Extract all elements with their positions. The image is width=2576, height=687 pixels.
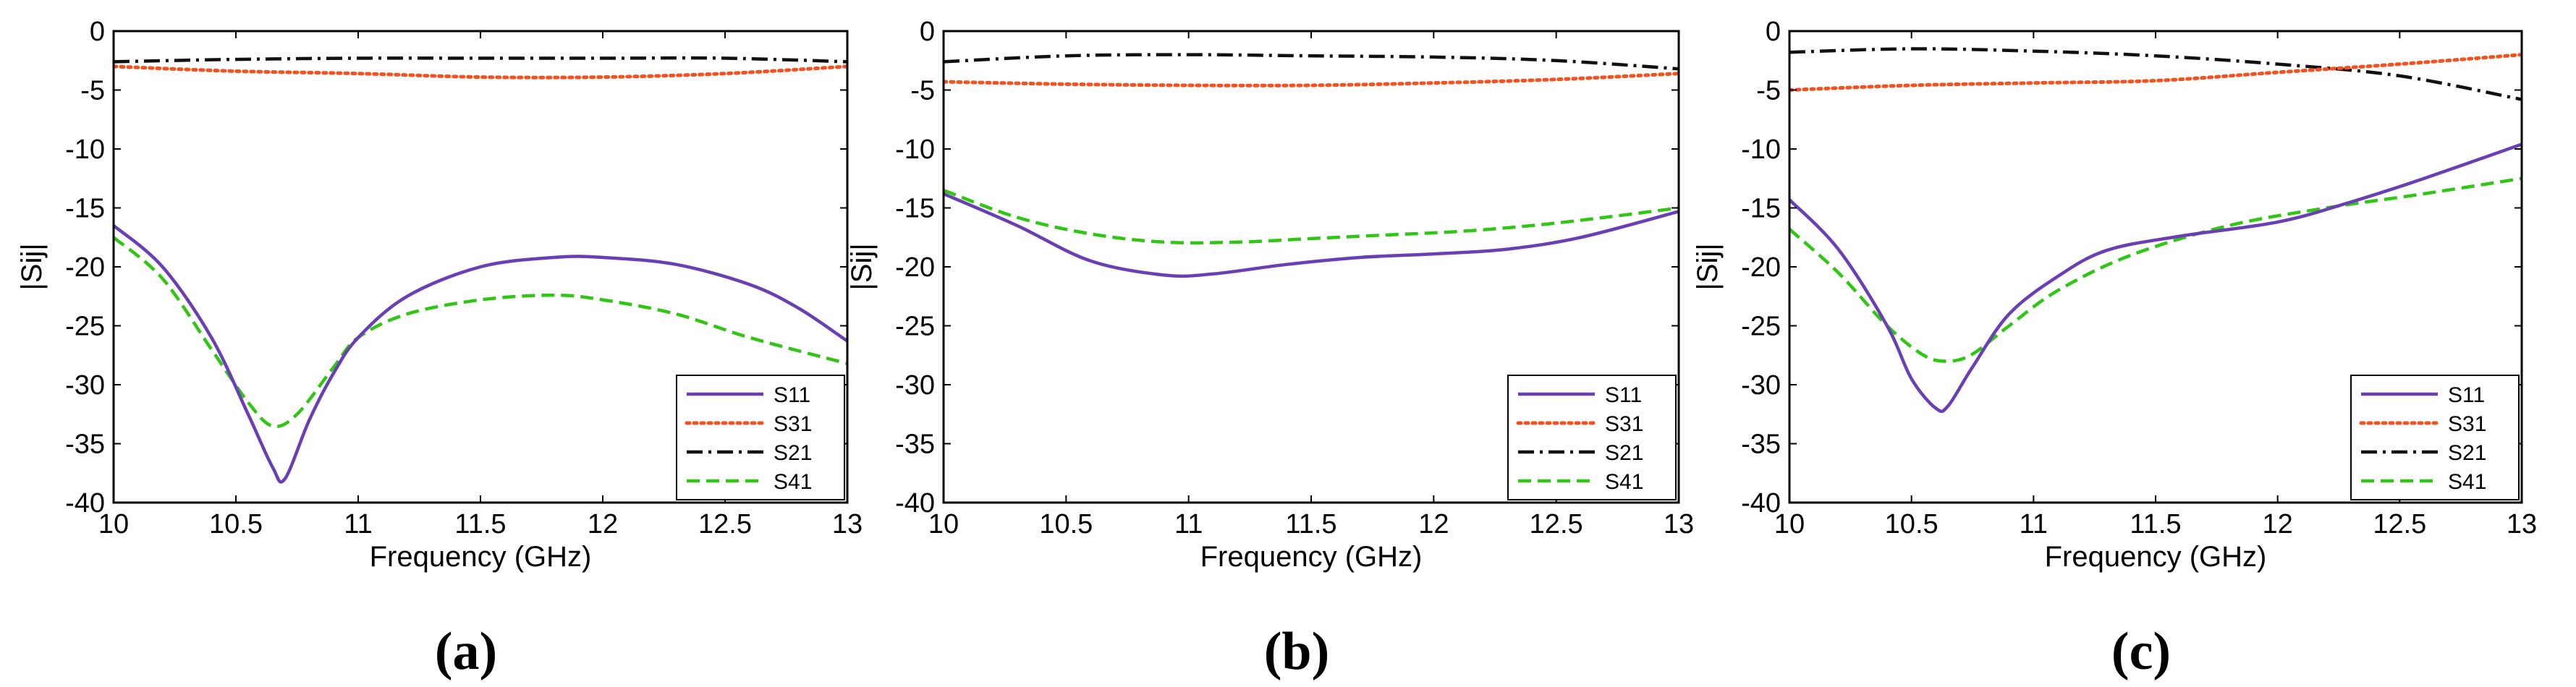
x-tick-label: 11.5 bbox=[454, 509, 506, 539]
y-tick-label: -25 bbox=[1741, 312, 1781, 342]
legend-label-s41: S41 bbox=[2448, 470, 2486, 494]
legend-label-s21: S21 bbox=[1605, 441, 1643, 465]
x-tick-label: 12 bbox=[1418, 509, 1449, 539]
y-tick-label: -5 bbox=[80, 76, 105, 106]
legend-label-s31: S31 bbox=[2448, 412, 2486, 436]
y-tick-label: -40 bbox=[65, 488, 105, 519]
series-line-s41 bbox=[944, 188, 1679, 245]
y-tick-label: -10 bbox=[1741, 135, 1781, 165]
x-tick-label: 12 bbox=[588, 509, 618, 539]
x-tick-label: 11.5 bbox=[2130, 509, 2181, 539]
x-tick-label: 13 bbox=[832, 509, 863, 539]
legend-box bbox=[676, 375, 845, 500]
series-line-s31 bbox=[1789, 53, 2522, 92]
x-axis-label: Frequency (GHz) bbox=[1200, 541, 1423, 573]
series-group bbox=[1789, 47, 2522, 414]
x-tick-label: 12.5 bbox=[698, 509, 752, 539]
y-tick-label: -25 bbox=[895, 312, 935, 342]
x-tick-label: 12.5 bbox=[1530, 509, 1583, 539]
y-tick-label: -5 bbox=[1756, 76, 1781, 106]
series-line-s21 bbox=[944, 53, 1679, 71]
x-tick-label: 11 bbox=[344, 509, 372, 539]
panel-label: (c) bbox=[2111, 622, 2171, 681]
x-tick-label: 11 bbox=[1174, 509, 1203, 539]
panels: 10 10.5 11 11.5 12 12.5 13 0 -5 -10 -15 -20 -25 -30 -3… bbox=[16, 17, 2537, 681]
series-line-s21 bbox=[1789, 47, 2522, 101]
legend-label-s11: S11 bbox=[2448, 383, 2485, 407]
series-group bbox=[114, 56, 847, 484]
panel-label: (b) bbox=[1264, 622, 1329, 681]
panel-label: (a) bbox=[435, 622, 497, 681]
chart-panel-a: 10 10.5 11 11.5 12 12.5 13 0 -5 -10 -15 -20 -25 -30 -3… bbox=[16, 17, 863, 681]
legend-label-s21: S21 bbox=[774, 441, 812, 465]
x-tick-label: 10.5 bbox=[1039, 509, 1093, 539]
y-tick-label: -40 bbox=[895, 488, 935, 519]
y-tick-label: -10 bbox=[65, 135, 105, 165]
x-axis-label: Frequency (GHz) bbox=[370, 541, 592, 573]
series-line-s31 bbox=[944, 72, 1679, 88]
series-line-s31 bbox=[114, 64, 847, 80]
legend: S11 S31 S21 S41 bbox=[676, 375, 845, 500]
legend-label-s11: S11 bbox=[774, 383, 810, 407]
y-tick-label: -35 bbox=[65, 430, 105, 460]
y-tick-label: -15 bbox=[65, 194, 105, 224]
y-tick-label: -30 bbox=[65, 370, 105, 401]
y-tick-label: -30 bbox=[895, 370, 935, 401]
x-tick-label: 13 bbox=[2507, 509, 2537, 539]
x-tick-label: 10.5 bbox=[209, 509, 263, 539]
y-tick-label: -20 bbox=[65, 252, 105, 283]
x-tick-label: 12 bbox=[2263, 509, 2293, 539]
y-tick-label: -40 bbox=[1741, 488, 1781, 519]
legend-label-s21: S21 bbox=[2448, 441, 2486, 465]
legend: S11 S31 S21 S41 bbox=[1507, 375, 1677, 500]
y-tick-label: -15 bbox=[1741, 194, 1781, 224]
series-line-s21 bbox=[114, 56, 847, 64]
y-tick-label: -20 bbox=[1741, 252, 1781, 283]
legend-box bbox=[1507, 375, 1677, 500]
y-tick-label: -35 bbox=[1741, 430, 1781, 460]
y-tick-label: -20 bbox=[895, 252, 935, 283]
y-tick-label: -30 bbox=[1741, 370, 1781, 401]
y-tick-label: -15 bbox=[895, 194, 935, 224]
series-group bbox=[944, 53, 1679, 278]
legend-label-s31: S31 bbox=[774, 412, 812, 436]
y-tick-label: -25 bbox=[65, 312, 105, 342]
y-axis-label: |Sij| bbox=[1692, 243, 1724, 290]
y-tick-label: 0 bbox=[920, 17, 935, 47]
x-tick-label: 10 bbox=[98, 509, 129, 539]
y-axis-label: |Sij| bbox=[846, 243, 878, 290]
series-line-s41 bbox=[114, 236, 847, 428]
y-tick-label: -35 bbox=[895, 430, 935, 460]
legend-label-s41: S41 bbox=[1605, 470, 1643, 494]
legend-label-s41: S41 bbox=[774, 470, 812, 494]
x-tick-label: 11 bbox=[2020, 509, 2048, 539]
series-line-s11 bbox=[114, 224, 847, 484]
y-tick-label: 0 bbox=[1766, 17, 1781, 47]
x-axis-label: Frequency (GHz) bbox=[2045, 541, 2267, 573]
x-tick-label: 13 bbox=[1664, 509, 1694, 539]
x-tick-label: 11.5 bbox=[1285, 509, 1336, 539]
y-axis-label: |Sij| bbox=[16, 243, 48, 290]
legend-label-s31: S31 bbox=[1605, 412, 1643, 436]
x-tick-label: 12.5 bbox=[2373, 509, 2426, 539]
legend-box bbox=[2350, 375, 2520, 500]
y-tick-label: -10 bbox=[895, 135, 935, 165]
legend: S11 S31 S21 S41 bbox=[2350, 375, 2520, 500]
chart-panel-b: 10 10.5 11 11.5 12 12.5 13 0 -5 -10 -15 -20 -25 -30 -3… bbox=[846, 17, 1694, 681]
series-line-s11 bbox=[944, 192, 1679, 278]
x-tick-label: 10 bbox=[1774, 509, 1805, 539]
legend-label-s11: S11 bbox=[1605, 383, 1642, 407]
y-tick-label: -5 bbox=[910, 76, 935, 106]
x-tick-label: 10.5 bbox=[1885, 509, 1939, 539]
x-tick-label: 10 bbox=[928, 509, 959, 539]
y-tick-label: 0 bbox=[90, 17, 105, 47]
chart-panel-c: 10 10.5 11 11.5 12 12.5 13 0 -5 -10 -15 -20 -25 -30 -3… bbox=[1692, 17, 2537, 681]
series-line-s11 bbox=[1789, 142, 2522, 414]
